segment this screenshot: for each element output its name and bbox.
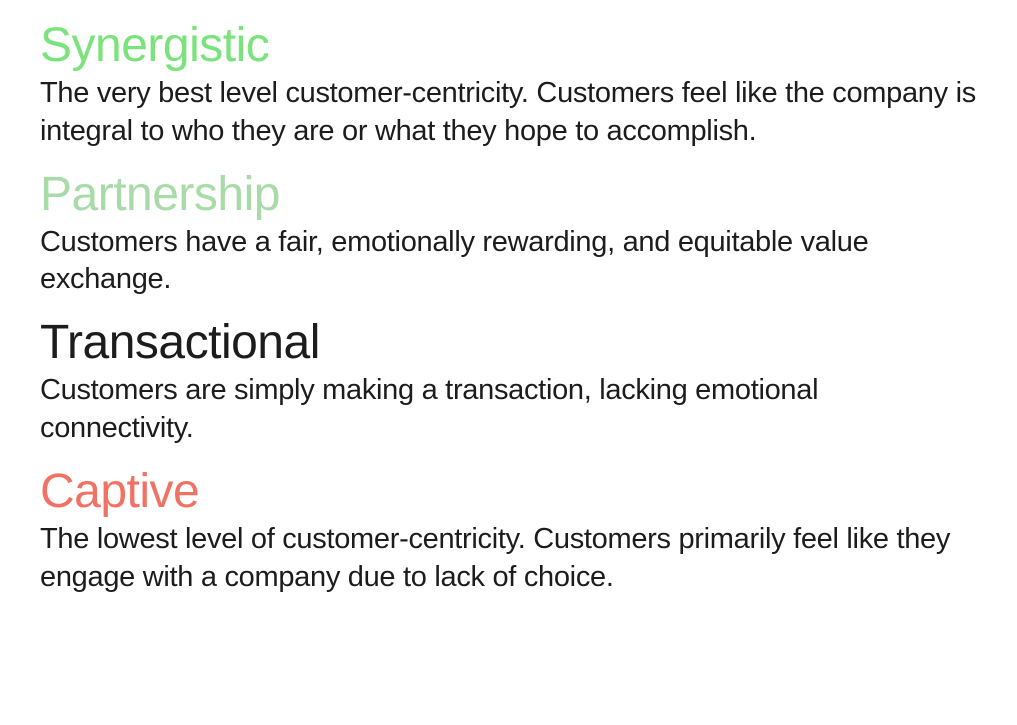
level-captive: Captive The lowest level of customer-cen… bbox=[40, 464, 977, 597]
level-description-captive: The lowest level of customer-centricity.… bbox=[40, 521, 977, 596]
level-partnership: Partnership Customers have a fair, emoti… bbox=[40, 167, 977, 300]
level-description-transactional: Customers are simply making a transactio… bbox=[40, 372, 977, 447]
level-description-synergistic: The very best level customer-centricity.… bbox=[40, 75, 977, 150]
level-transactional: Transactional Customers are simply makin… bbox=[40, 315, 977, 448]
level-title-transactional: Transactional bbox=[40, 315, 977, 370]
level-title-captive: Captive bbox=[40, 464, 977, 519]
level-title-partnership: Partnership bbox=[40, 167, 977, 222]
level-synergistic: Synergistic The very best level customer… bbox=[40, 18, 977, 151]
level-title-synergistic: Synergistic bbox=[40, 18, 977, 73]
level-description-partnership: Customers have a fair, emotionally rewar… bbox=[40, 224, 977, 299]
